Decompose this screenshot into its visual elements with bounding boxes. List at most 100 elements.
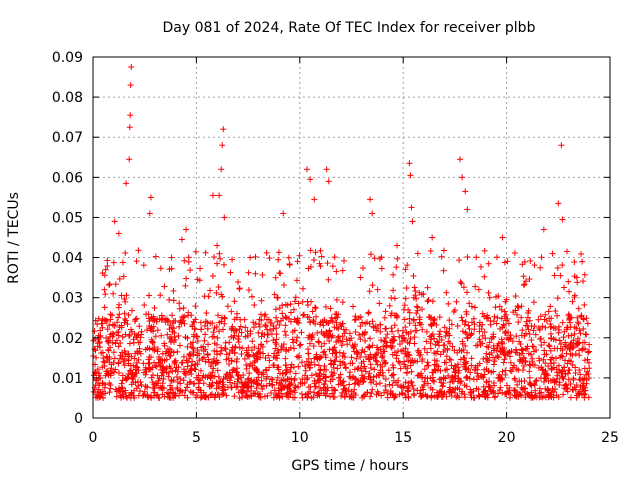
data-point	[463, 374, 470, 381]
data-point	[338, 342, 345, 349]
data-point	[476, 393, 483, 400]
data-point	[204, 325, 211, 332]
data-point	[316, 339, 323, 346]
data-point	[411, 334, 418, 341]
data-point	[216, 250, 223, 257]
data-point	[112, 340, 119, 347]
data-point	[266, 380, 273, 387]
data-point	[245, 384, 252, 391]
data-point	[284, 376, 291, 383]
data-point	[532, 387, 539, 394]
data-point	[238, 380, 245, 387]
data-point	[528, 392, 535, 399]
data-point	[254, 391, 261, 398]
data-point	[374, 350, 381, 357]
data-point	[567, 351, 574, 358]
data-point	[94, 321, 101, 328]
data-point	[226, 339, 233, 346]
data-point	[214, 367, 221, 374]
data-point	[346, 369, 353, 376]
data-point	[293, 338, 300, 345]
data-point	[526, 317, 533, 324]
data-point	[437, 328, 444, 335]
data-point	[255, 345, 262, 352]
data-point	[329, 350, 336, 357]
data-point	[551, 272, 558, 279]
data-point	[226, 360, 233, 367]
data-point	[424, 380, 431, 387]
data-point	[294, 334, 301, 341]
data-point	[331, 344, 338, 351]
x-tick-label: 20	[498, 430, 516, 446]
data-point	[198, 326, 205, 333]
data-point	[340, 350, 347, 357]
data-point	[292, 298, 299, 305]
data-point-peak	[304, 166, 311, 173]
data-point	[302, 391, 309, 398]
data-point	[470, 315, 477, 322]
data-point	[419, 374, 426, 381]
data-point	[191, 326, 198, 333]
data-point	[412, 288, 419, 295]
data-point	[250, 319, 257, 326]
data-point	[566, 315, 573, 322]
data-point	[567, 358, 574, 365]
data-point	[264, 326, 271, 333]
data-point	[520, 362, 527, 369]
data-point	[267, 319, 274, 326]
data-point	[341, 353, 348, 360]
data-point-peak	[115, 230, 122, 237]
x-axis-label: GPS time / hours	[291, 458, 408, 474]
data-point	[379, 363, 386, 370]
data-point	[518, 392, 525, 399]
data-point	[466, 375, 473, 382]
data-point	[187, 267, 194, 274]
data-point	[490, 361, 497, 368]
data-point	[285, 315, 292, 322]
data-point	[291, 345, 298, 352]
data-point	[583, 371, 590, 378]
data-point	[526, 331, 533, 338]
data-point	[181, 257, 188, 264]
data-point	[323, 374, 330, 381]
data-point	[481, 273, 488, 280]
data-point	[466, 300, 473, 307]
data-point	[159, 315, 166, 322]
data-point	[360, 265, 367, 272]
data-point	[526, 374, 533, 381]
data-point	[129, 369, 136, 376]
data-point	[360, 358, 367, 365]
data-point	[413, 310, 420, 317]
data-point	[231, 332, 238, 339]
data-point	[478, 325, 485, 332]
data-point	[159, 384, 166, 391]
data-point	[390, 287, 397, 294]
data-point	[335, 325, 342, 332]
data-point	[107, 316, 114, 323]
data-point	[393, 352, 400, 359]
data-point	[383, 342, 390, 349]
data-point	[427, 340, 434, 347]
data-point	[461, 382, 468, 389]
data-point	[380, 372, 387, 379]
data-point	[239, 345, 246, 352]
data-point	[530, 299, 537, 306]
data-point	[547, 347, 554, 354]
data-point	[114, 319, 121, 326]
data-point	[189, 358, 196, 365]
data-point	[144, 327, 151, 334]
data-point	[210, 365, 217, 372]
data-point	[285, 394, 292, 401]
data-point	[119, 372, 126, 379]
data-point	[253, 367, 260, 374]
data-point	[103, 370, 110, 377]
data-point	[367, 251, 374, 258]
data-point	[371, 366, 378, 373]
data-point	[518, 314, 525, 321]
data-point	[473, 254, 480, 261]
data-point	[396, 341, 403, 348]
data-point	[392, 392, 399, 399]
data-point	[209, 273, 216, 280]
data-point	[481, 247, 488, 254]
data-point	[457, 356, 464, 363]
